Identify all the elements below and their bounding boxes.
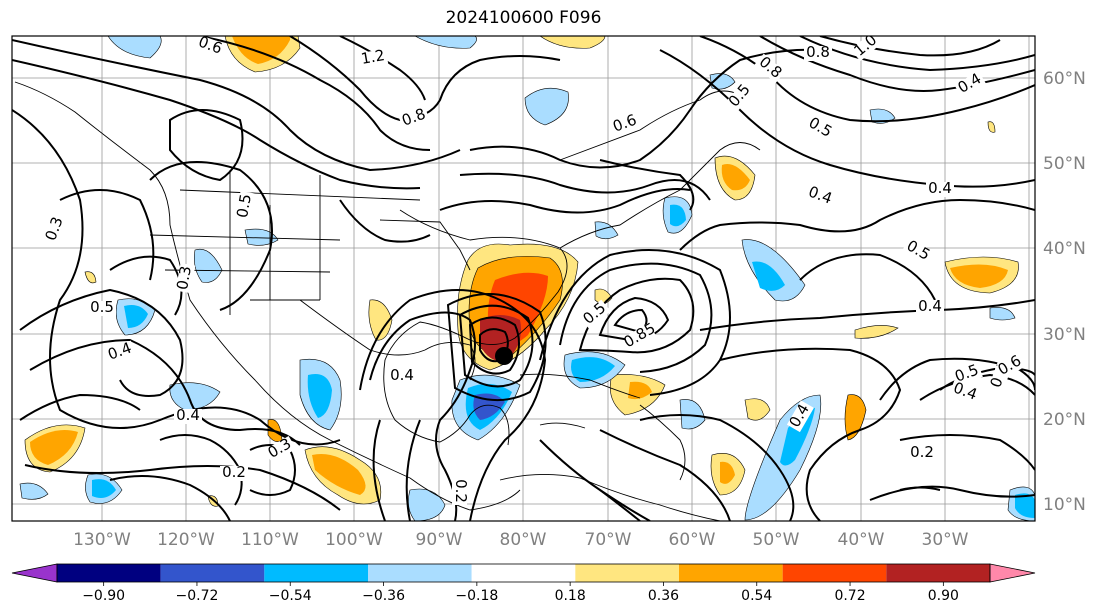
colorbar-extend-high: [989, 563, 1036, 583]
contour-label: 0.2: [910, 443, 934, 461]
colorbar-tick-label: −0.36: [362, 588, 405, 604]
contour-label: 1.2: [360, 46, 387, 68]
latitude-label: 60°N: [1043, 69, 1086, 89]
colorbar-bin: [471, 564, 576, 582]
storm-center-marker: [495, 347, 513, 365]
contour-label: 0.2: [222, 463, 246, 481]
contour-label: 0.5: [233, 193, 255, 220]
contour-label: 0.4: [390, 366, 414, 384]
contour-label: 0.4: [918, 297, 942, 315]
longitude-label: 130°W: [73, 530, 131, 550]
contour-lines: [12, 36, 1035, 521]
colorbar-bin: [160, 564, 265, 582]
longitude-label: 60°W: [669, 530, 716, 550]
colorbar-bin: [782, 564, 887, 582]
colorbar: −0.90 −0.72 −0.54 −0.36 −0.18 0.18 0.36 0.54 0.7…: [11, 563, 1036, 604]
longitude-label: 80°W: [500, 530, 547, 550]
colorbar-bin: [368, 564, 472, 582]
colorbar-bin: [679, 564, 783, 582]
colorbar-tick-label: −0.90: [82, 588, 125, 604]
latitude-label: 10°N: [1043, 495, 1086, 515]
contour-label: 0.4: [176, 406, 200, 424]
colorbar-tick-label: −0.54: [269, 588, 312, 604]
map-frame: [11, 35, 1036, 522]
longitude-label: 40°W: [838, 530, 885, 550]
colorbar-tick-label: −0.18: [455, 588, 498, 604]
longitude-label: 90°W: [416, 530, 463, 550]
colorbar-tick-label: −0.72: [175, 588, 218, 604]
longitude-label: 50°W: [753, 530, 800, 550]
colorbar-tick-label: 0.18: [555, 588, 586, 604]
colorbar-tick-label: 0.36: [648, 588, 679, 604]
colorbar-tick-label: 0.54: [741, 588, 772, 604]
longitude-label: 70°W: [585, 530, 632, 550]
latitude-label: 30°N: [1043, 325, 1086, 345]
colorbar-bin: [575, 564, 679, 582]
longitude-label: 120°W: [157, 530, 215, 550]
contour-label: 0.4: [928, 179, 952, 197]
contour-label: 0.5: [90, 298, 114, 316]
latitude-labels: 60°N 50°N 40°N 30°N 20°N 10°N: [1043, 69, 1086, 515]
contour-label: 0.2: [452, 479, 470, 503]
colorbar-tick-label: 0.72: [834, 588, 865, 604]
latitude-label: 50°N: [1043, 154, 1086, 174]
colorbar-extend-low: [11, 563, 58, 583]
longitude-label: 100°W: [325, 530, 383, 550]
longitude-label: 110°W: [241, 530, 299, 550]
longitude-label: 30°W: [922, 530, 969, 550]
colorbar-bin: [264, 564, 368, 582]
contour-label: 0.8: [806, 43, 830, 61]
colorbar-tick-label: 0.90: [928, 588, 959, 604]
longitude-labels: 130°W 120°W 110°W 100°W 90°W 80°W 70°W 60°W 50°W…: [73, 530, 969, 550]
contour-value-labels: 0.6 1.2 0.80.80.81.00.50.50.40.60.40.50.40…: [42, 36, 1027, 505]
contour-label: 0.3: [173, 265, 195, 292]
latitude-label: 40°N: [1043, 239, 1086, 259]
map-title: 2024100600 F096: [445, 8, 602, 28]
latitude-label: 20°N: [1043, 410, 1086, 430]
colorbar-bin: [886, 564, 990, 582]
colorbar-bin: [57, 564, 161, 582]
